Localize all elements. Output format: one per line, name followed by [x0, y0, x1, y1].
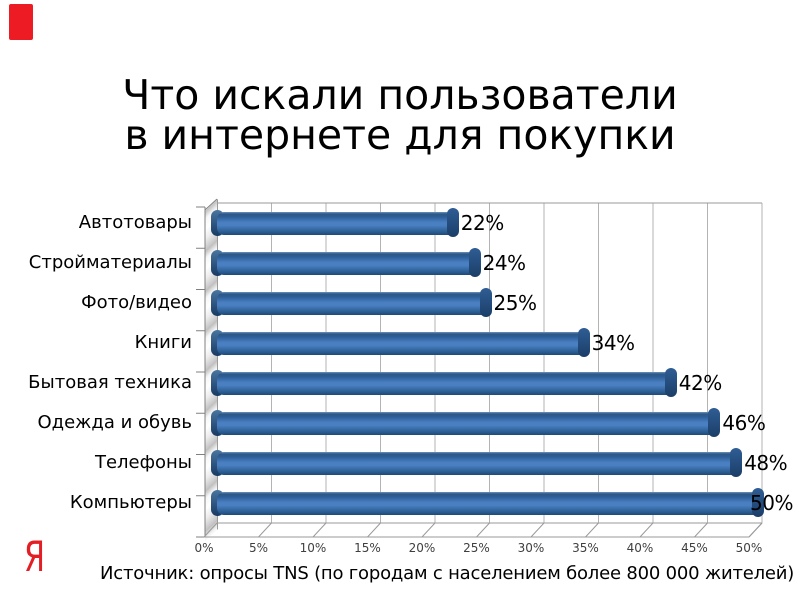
x-axis-tick-label: 0% [194, 541, 214, 555]
x-axis-tick-label: 15% [354, 541, 381, 555]
category-label: Книги [134, 332, 192, 353]
bar-value-label: 24% [482, 251, 526, 275]
bar-value-label: 25% [493, 291, 537, 315]
bar-value-label: 46% [722, 411, 766, 435]
x-axis-tick-label: 40% [626, 541, 654, 555]
category-label: Телефоны [94, 452, 192, 473]
category-label: Стройматериалы [28, 252, 192, 273]
bar [211, 207, 459, 237]
x-axis-tick-label: 45% [681, 541, 708, 555]
x-axis-tick-label: 35% [572, 541, 599, 555]
bar [210, 447, 743, 477]
bar-value-label: 48% [744, 451, 788, 475]
bar-value-label: 34% [591, 331, 635, 355]
title-line-1: Что искали пользователи [122, 71, 678, 119]
bar-value-label: 22% [460, 211, 504, 235]
x-axis-tick-label: 10% [299, 541, 327, 555]
x-axis-tick-label: 30% [517, 541, 545, 555]
category-label: Бытовая техника [28, 372, 192, 393]
bar [211, 247, 481, 277]
bar [211, 287, 491, 317]
category-label: Автотовары [78, 212, 192, 233]
category-label: Фото/видео [81, 292, 192, 313]
x-axis-tick-label: 50% [735, 541, 763, 555]
bar [211, 367, 677, 397]
bar [211, 487, 764, 517]
x-axis-tick-label: 25% [463, 541, 490, 555]
bar-value-label: 50% [750, 491, 793, 515]
slide-title: Что искали пользователи в интернете для п… [0, 75, 800, 156]
bar-value-label: 42% [678, 371, 722, 395]
red-accent-rect [9, 4, 33, 40]
title-line-2: в интернете для покупки [124, 111, 676, 159]
bar [210, 407, 721, 437]
bar [211, 327, 590, 357]
x-axis-tick-label: 20% [408, 541, 436, 555]
yandex-logo: Я [24, 532, 46, 581]
category-label: Одежда и обувь [37, 412, 192, 433]
source-note: Источник: опросы TNS (по городам с насел… [100, 563, 795, 584]
category-label: Компьютеры [69, 492, 192, 513]
x-axis-tick-label: 5% [248, 541, 269, 555]
